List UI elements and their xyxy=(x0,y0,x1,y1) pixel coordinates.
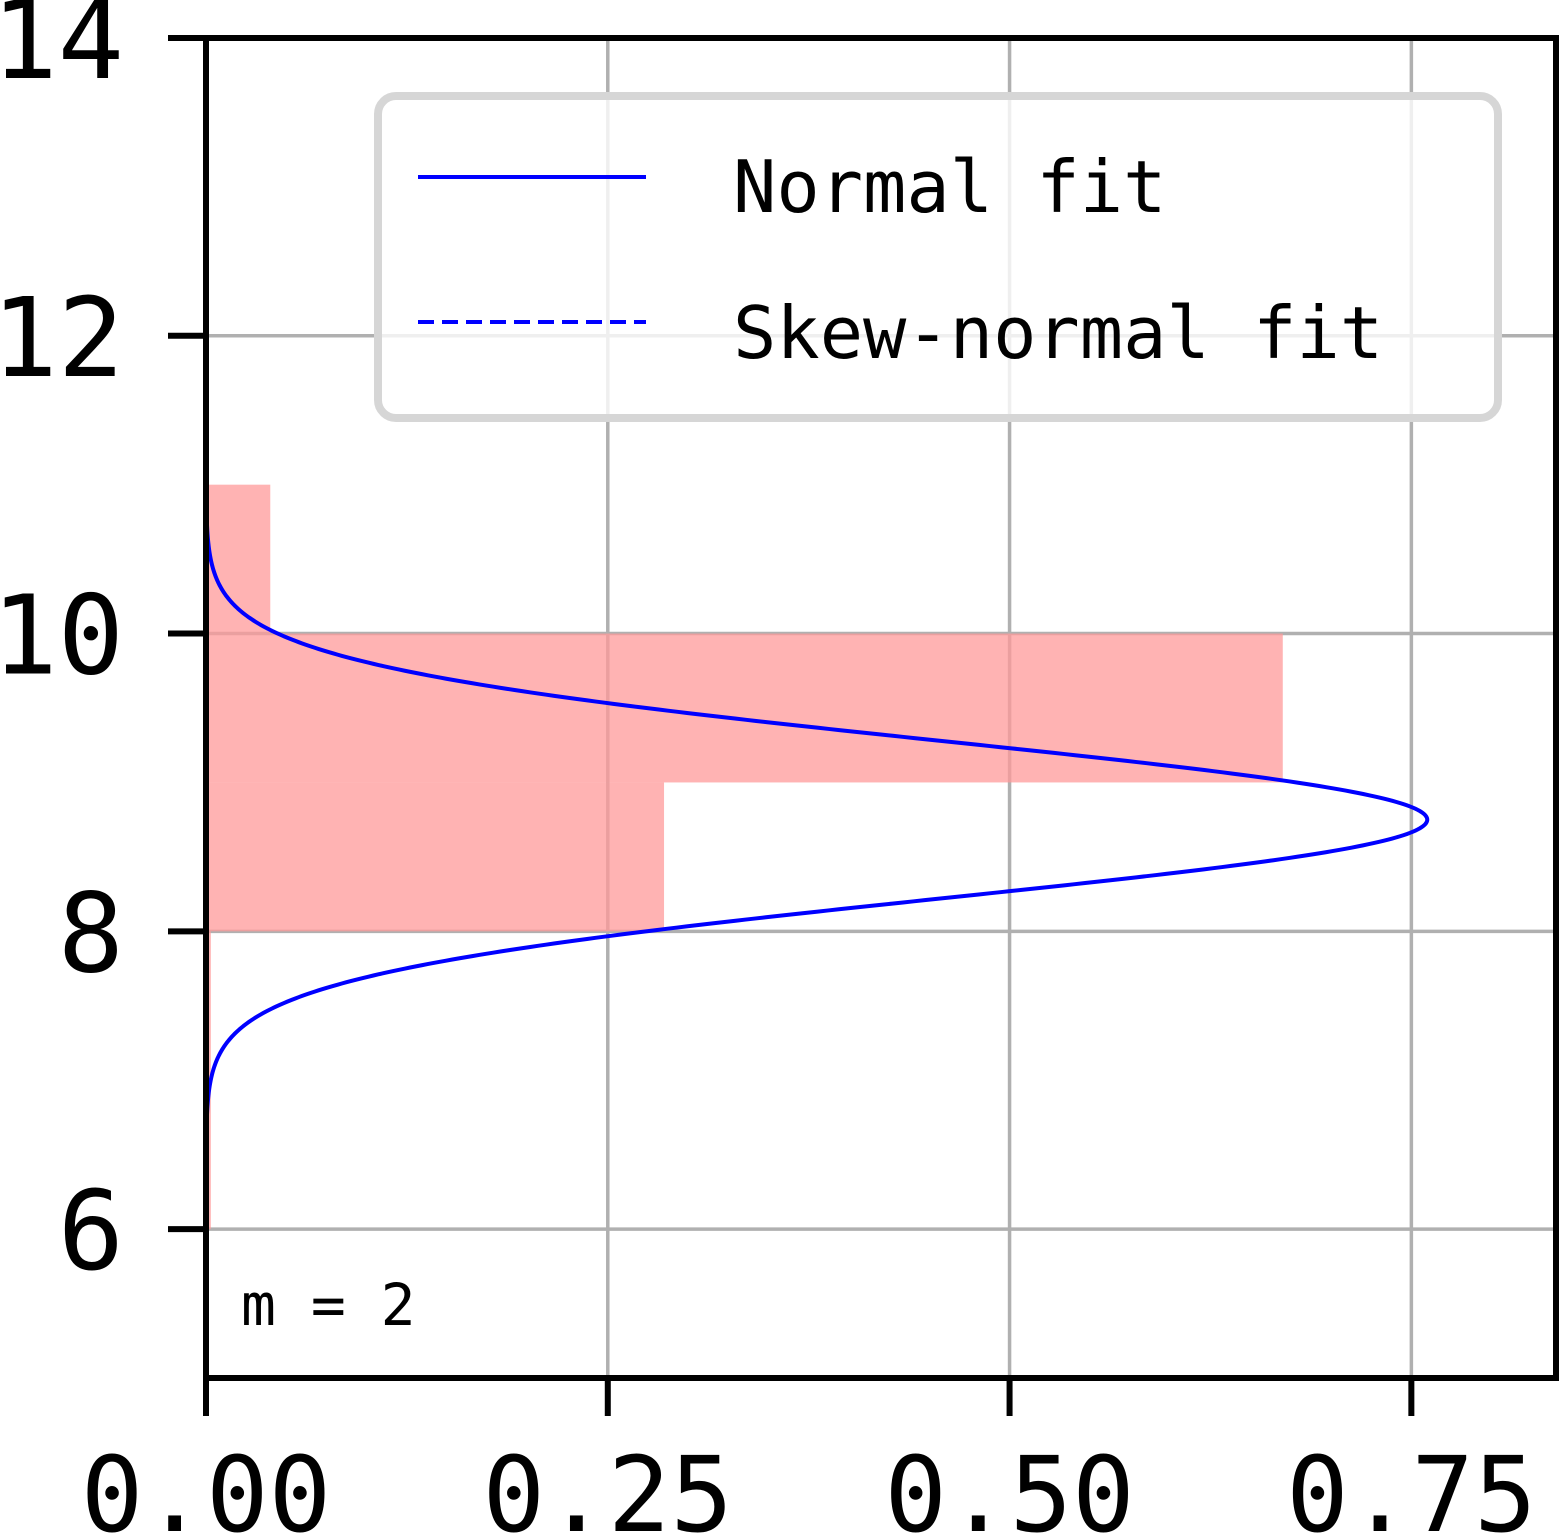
y-tick-label: 6 xyxy=(58,1167,124,1295)
y-tick-label: 12 xyxy=(0,274,124,402)
histogram-bar xyxy=(206,782,665,932)
legend-label-skew: Skew-normal fit xyxy=(733,291,1383,375)
x-tick-label: 0.50 xyxy=(884,1434,1134,1539)
x-tick-label: 0.75 xyxy=(1286,1434,1536,1539)
normal-fit-curve xyxy=(206,484,1430,1170)
x-tick-label: 0.00 xyxy=(81,1434,331,1539)
plot-frame xyxy=(203,35,1559,1381)
annotation-m: m = 2 xyxy=(241,1271,416,1339)
fit-curves xyxy=(206,484,1430,1170)
y-tick-label: 8 xyxy=(58,869,124,997)
legend-box xyxy=(374,92,1502,422)
legend: Normal fit Skew-normal fit xyxy=(374,92,1502,422)
x-tick-label: 0.25 xyxy=(483,1434,733,1539)
y-tick-label: 10 xyxy=(0,572,124,700)
legend-label-normal: Normal fit xyxy=(733,145,1166,229)
y-tick-label: 14 xyxy=(0,0,124,104)
